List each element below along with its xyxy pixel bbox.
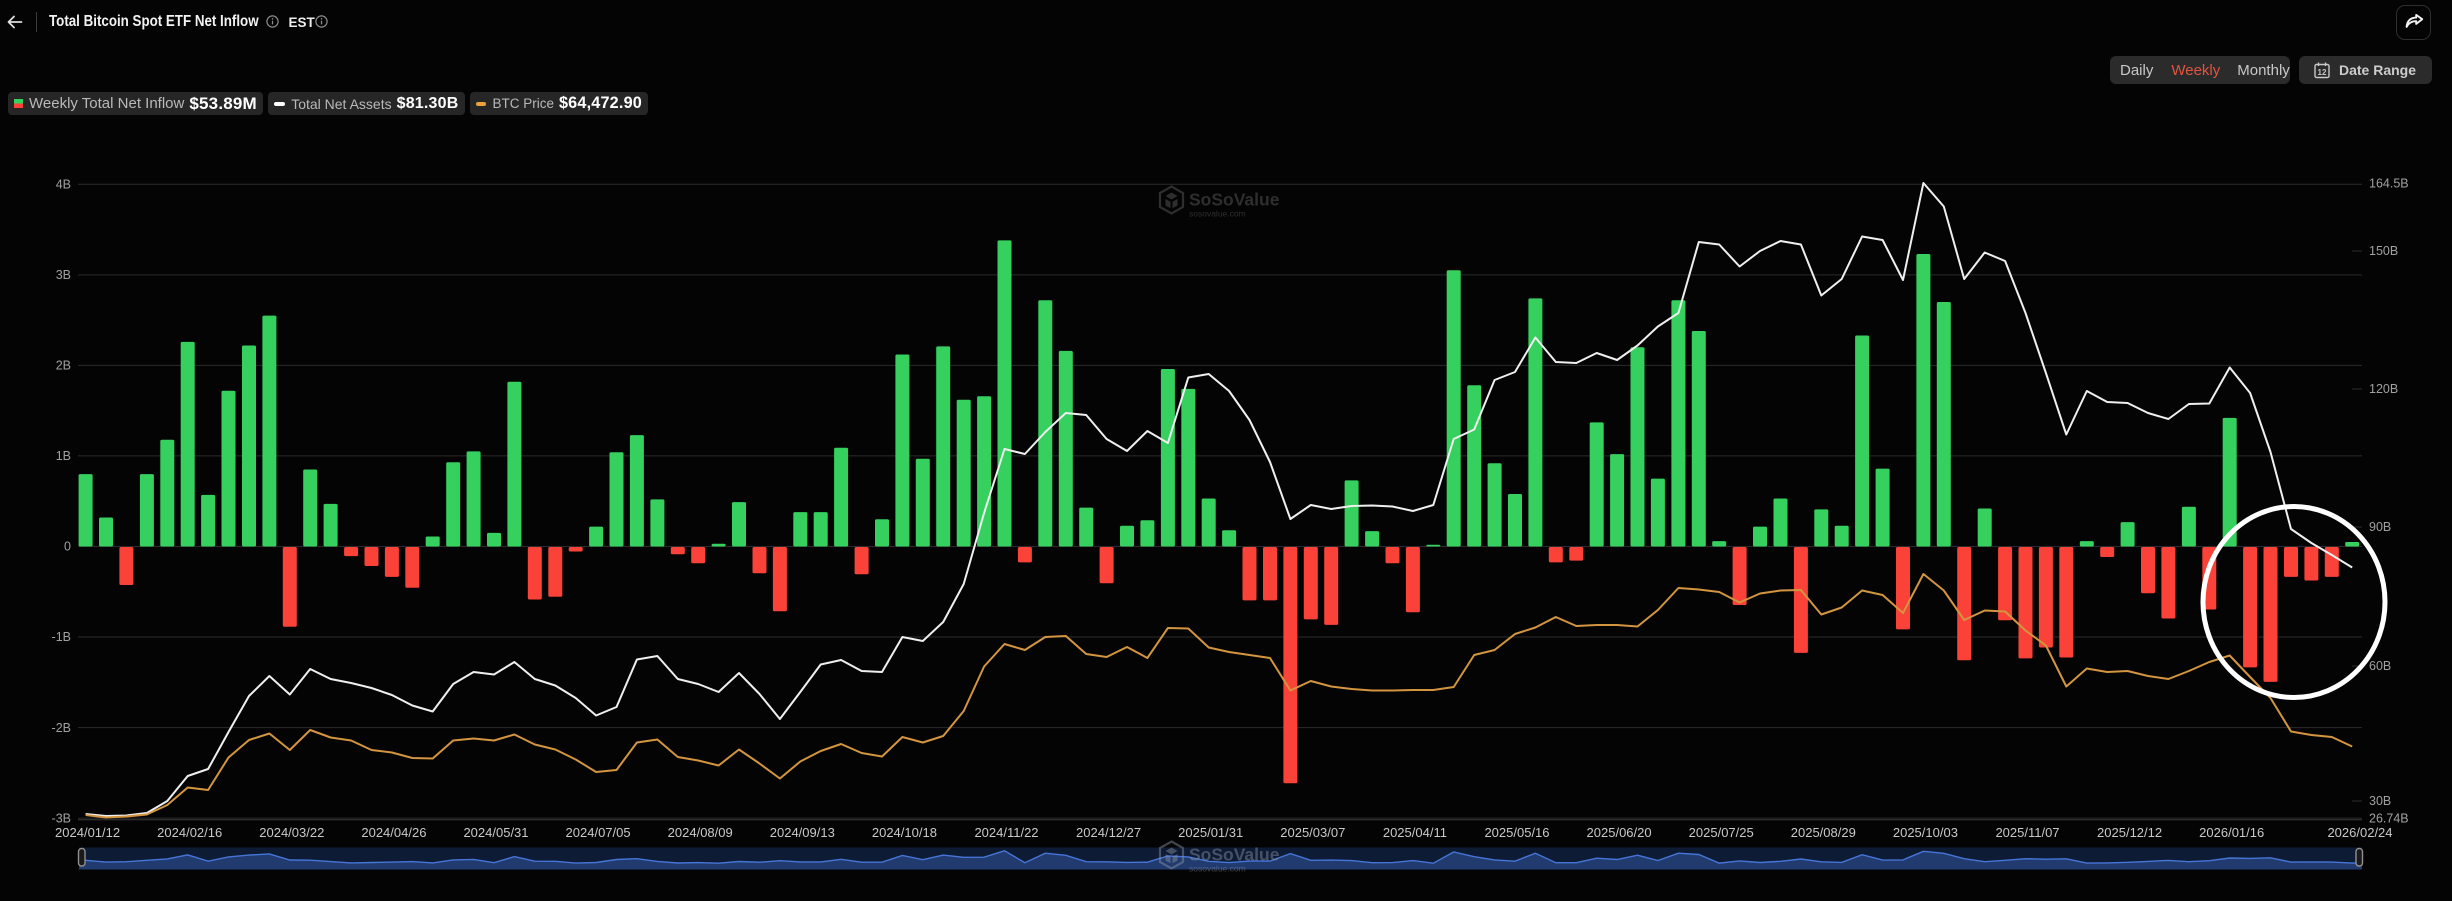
- svg-text:0: 0: [64, 540, 71, 554]
- svg-text:2024/07/05: 2024/07/05: [566, 825, 631, 840]
- svg-text:sosovalue.com: sosovalue.com: [1189, 209, 1246, 219]
- svg-text:2024/05/31: 2024/05/31: [463, 825, 528, 840]
- svg-text:2024/01/12: 2024/01/12: [55, 825, 120, 840]
- svg-text:-3B: -3B: [52, 811, 71, 825]
- svg-text:2025/05/16: 2025/05/16: [1484, 825, 1549, 840]
- svg-text:2024/08/09: 2024/08/09: [668, 825, 733, 840]
- svg-text:2024/02/16: 2024/02/16: [157, 825, 222, 840]
- svg-text:2024/09/13: 2024/09/13: [770, 825, 835, 840]
- svg-text:2026/02/24: 2026/02/24: [2327, 825, 2392, 840]
- svg-text:2025/04/11: 2025/04/11: [1383, 825, 1447, 840]
- svg-text:SoSoValue: SoSoValue: [1189, 845, 1280, 865]
- svg-text:2025/01/31: 2025/01/31: [1178, 825, 1243, 840]
- svg-text:2024/03/22: 2024/03/22: [259, 825, 324, 840]
- svg-text:2024/04/26: 2024/04/26: [361, 825, 426, 840]
- svg-text:2B: 2B: [56, 359, 71, 373]
- svg-text:4B: 4B: [56, 178, 71, 192]
- svg-text:2025/06/20: 2025/06/20: [1587, 825, 1652, 840]
- svg-text:2025/10/03: 2025/10/03: [1893, 825, 1958, 840]
- svg-text:26.74B: 26.74B: [2369, 812, 2409, 826]
- svg-text:164.5B: 164.5B: [2369, 176, 2409, 190]
- svg-text:150B: 150B: [2369, 244, 2398, 258]
- svg-text:30B: 30B: [2369, 794, 2391, 808]
- svg-text:90B: 90B: [2369, 520, 2391, 534]
- svg-text:2024/11/22: 2024/11/22: [974, 825, 1038, 840]
- svg-text:2024/12/27: 2024/12/27: [1076, 825, 1141, 840]
- svg-text:2025/03/07: 2025/03/07: [1280, 825, 1345, 840]
- svg-text:-2B: -2B: [52, 721, 71, 735]
- svg-text:2025/08/29: 2025/08/29: [1791, 825, 1856, 840]
- svg-text:SoSoValue: SoSoValue: [1189, 190, 1280, 210]
- svg-text:sosovalue.com: sosovalue.com: [1189, 864, 1246, 874]
- svg-text:2025/12/12: 2025/12/12: [2097, 825, 2162, 840]
- svg-text:2025/11/07: 2025/11/07: [1995, 825, 2059, 840]
- svg-text:2025/07/25: 2025/07/25: [1689, 825, 1754, 840]
- svg-text:1B: 1B: [56, 449, 71, 463]
- svg-text:60B: 60B: [2369, 659, 2391, 673]
- svg-text:-1B: -1B: [52, 630, 71, 644]
- svg-text:120B: 120B: [2369, 382, 2398, 396]
- svg-text:2024/10/18: 2024/10/18: [872, 825, 937, 840]
- svg-text:2026/01/16: 2026/01/16: [2199, 825, 2264, 840]
- svg-text:3B: 3B: [56, 268, 71, 282]
- svg-text:12: 12: [2318, 68, 2327, 77]
